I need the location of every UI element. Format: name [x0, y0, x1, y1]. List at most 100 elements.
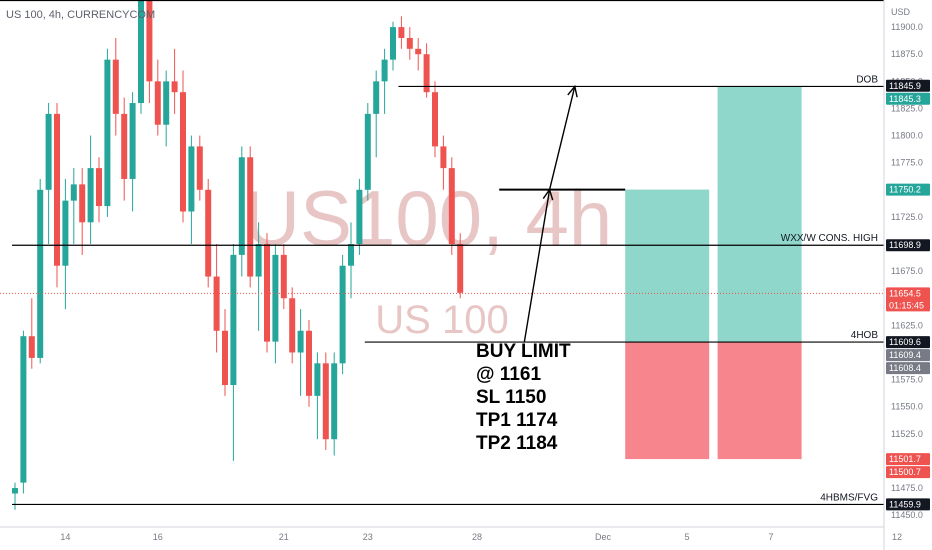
- price-tag-label: 11609.6: [889, 337, 921, 347]
- candle-body: [163, 81, 170, 125]
- trade-note: BUY LIMIT @ 1161 SL 1150 TP1 1174 TP2 11…: [476, 340, 571, 455]
- price-tag-bg: [886, 453, 930, 466]
- position-zones: [625, 86, 802, 460]
- price-tag-label: 11654.5: [889, 288, 921, 298]
- price-tag-label: 11845.9: [889, 81, 921, 91]
- y-tick-label: 11475.0: [891, 483, 923, 493]
- y-tick-label: 11625.0: [891, 320, 923, 330]
- y-tick-label: 11550.0: [891, 402, 923, 412]
- x-tick-label: 14: [60, 532, 70, 542]
- candle-body: [373, 81, 380, 114]
- level-label: DOB: [856, 74, 878, 85]
- candle-body: [62, 200, 69, 266]
- y-tick-label: 11575.0: [891, 375, 923, 385]
- trade-note-line: BUY LIMIT: [476, 341, 571, 362]
- y-tick-label: 11800.0: [891, 131, 923, 141]
- candle-body: [264, 244, 270, 342]
- price-tag-label: 11750.2: [889, 185, 921, 195]
- candle-body: [339, 265, 346, 364]
- level-lines: DOB WXX/W CONS. HIGH 4HOB 4HBMS/FVG: [0, 0, 884, 506]
- x-tick-label: 21: [279, 532, 289, 542]
- candle-body: [205, 189, 212, 277]
- price-tag-label: 11459.9: [889, 499, 921, 509]
- candle-body: [121, 113, 128, 179]
- candle-body: [448, 168, 455, 245]
- candle-body: [222, 330, 228, 386]
- price-tag-bg: [886, 336, 930, 349]
- price-tag-label: 11609.4: [889, 350, 921, 360]
- x-tick-label: 16: [153, 532, 163, 542]
- loss-zone: [717, 342, 802, 460]
- candle-body: [348, 244, 354, 266]
- x-tick-label: 7: [768, 532, 773, 542]
- candle-body: [96, 168, 102, 207]
- x-tick-label: Dec: [595, 532, 612, 542]
- candle-body: [390, 27, 396, 60]
- y-tick-label: 11525.0: [891, 429, 923, 439]
- candle-body: [415, 48, 422, 55]
- x-tick-label: 5: [684, 532, 689, 542]
- y-tick-label: 11775.0: [891, 158, 923, 168]
- candle-body: [188, 146, 195, 212]
- watermark-sub: US 100: [375, 298, 508, 342]
- price-tag-bg: [886, 287, 930, 312]
- candle-body: [104, 59, 111, 207]
- profit-zone: [717, 86, 802, 343]
- arrow-head: [567, 84, 578, 98]
- candle-body: [364, 113, 371, 190]
- candle-body: [406, 37, 413, 49]
- y-tick-label: 11675.0: [891, 266, 923, 276]
- trade-note-line: @ 1161: [476, 364, 542, 385]
- candle-body: [423, 54, 430, 93]
- profit-zone: [625, 189, 710, 343]
- price-tag-label: 11698.9: [889, 240, 921, 250]
- candle-body: [255, 244, 262, 277]
- candle-body: [180, 92, 186, 212]
- countdown-label: 01:15:45: [889, 300, 924, 310]
- candle-body: [230, 254, 237, 386]
- price-tags: 11845.9 11845.3 11750.2 11698.9 11654.5 01:15…: [886, 79, 930, 511]
- watermark-main: US100, 4h: [244, 174, 613, 262]
- candle-body: [322, 363, 329, 440]
- candle-body: [154, 81, 161, 125]
- candle-body: [247, 157, 254, 277]
- y-tick-label: 11825.0: [891, 103, 923, 113]
- level-label: 4HOB: [851, 330, 879, 341]
- trade-note-line: TP2 1184: [476, 433, 558, 454]
- candle-body: [356, 189, 363, 245]
- y-tick-label: 11875.0: [891, 49, 923, 59]
- price-tag-label: 11500.7: [889, 467, 921, 477]
- candle-body: [272, 254, 279, 342]
- time-axis[interactable]: 14 16 21 23 28 Dec 5 7 12: [0, 526, 902, 542]
- candle-body: [171, 81, 178, 93]
- price-tag-bg: [886, 92, 930, 105]
- loss-zone: [625, 342, 710, 460]
- price-tag-bg: [886, 239, 930, 252]
- candle-body: [440, 146, 447, 169]
- candle-body: [381, 59, 388, 82]
- candle-body: [54, 113, 60, 266]
- candle-body: [45, 113, 52, 190]
- candle-body: [297, 330, 304, 353]
- y-tick-label: 11450.0: [891, 510, 923, 520]
- price-tag-bg: [886, 466, 930, 479]
- candle-body: [37, 189, 44, 358]
- level-label: WXX/W CONS. HIGH: [781, 233, 878, 244]
- candle-body: [213, 276, 220, 331]
- candle-body: [129, 103, 136, 179]
- price-tag-label: 11845.3: [889, 94, 921, 104]
- symbol-label[interactable]: US 100, 4h, CURRENCYCOM: [6, 9, 156, 21]
- candle-body: [280, 254, 287, 299]
- candle-body: [331, 363, 338, 440]
- candle-body: [306, 330, 312, 396]
- candle-body: [146, 0, 153, 82]
- x-tick-label: 28: [472, 532, 482, 542]
- price-tag-bg: [886, 183, 930, 196]
- candle-body: [12, 488, 18, 494]
- candle-body: [20, 336, 27, 483]
- x-tick-label: 12: [892, 532, 902, 542]
- candle-body: [314, 363, 321, 396]
- candle-body: [87, 168, 94, 223]
- candle-body: [196, 146, 203, 190]
